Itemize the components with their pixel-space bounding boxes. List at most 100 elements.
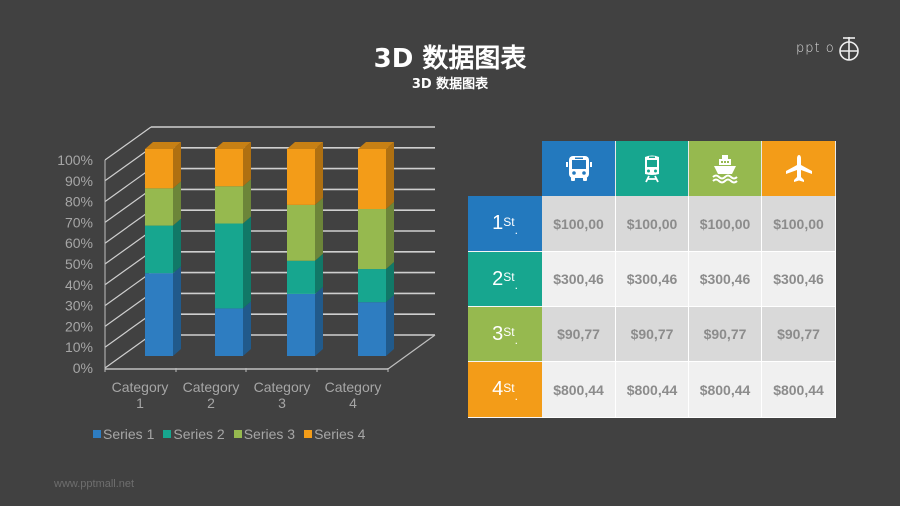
- table-cell: $100,00: [762, 196, 836, 252]
- rank-suffix: St: [503, 214, 515, 229]
- bar-segment: [358, 149, 386, 210]
- rank-dot: .: [514, 223, 518, 237]
- legend-label: Series 2: [173, 426, 225, 442]
- bar-stack: [145, 142, 181, 356]
- legend-label: Series 1: [103, 426, 155, 442]
- gridline-side: [104, 292, 152, 327]
- rank-number: 3: [492, 322, 504, 345]
- bar-segment: [287, 149, 315, 205]
- legend-item: Series 1: [93, 426, 154, 442]
- bar-segment: [358, 302, 386, 356]
- table-cell: $90,77: [762, 307, 836, 362]
- table-cell: $90,77: [542, 307, 616, 362]
- rank-number: 4: [492, 378, 504, 400]
- legend-swatch: [93, 430, 101, 438]
- table-cell: $800,44: [689, 362, 762, 418]
- table-cell: $90,77: [616, 307, 689, 362]
- y-tick-label: 30%: [65, 298, 93, 314]
- gridline-side: [104, 272, 152, 307]
- table-cell: $300,46: [616, 252, 689, 307]
- bar-segment: [215, 149, 243, 187]
- row-rank-label: 4 St.: [468, 362, 542, 418]
- legend-swatch: [163, 430, 172, 438]
- rank-suffix: St: [503, 325, 515, 339]
- y-tick-label: 90%: [65, 173, 93, 189]
- row-rank-label: 1 St.: [468, 196, 542, 252]
- row-rank-label: 3 St.: [468, 307, 542, 362]
- bar-segment: [287, 204, 315, 261]
- gridline-side: [104, 168, 152, 203]
- gridline-side: [104, 126, 152, 161]
- legend-item: Series 4: [304, 426, 365, 442]
- bar-segment: [145, 188, 173, 226]
- chart-bars: [145, 142, 394, 356]
- table-cell: $100,00: [689, 196, 762, 252]
- bar-segment: [145, 273, 173, 356]
- bar-segment: [215, 186, 243, 224]
- table-cell: $100,00: [616, 196, 689, 252]
- x-tick-label: 2: [207, 395, 215, 411]
- legend-item: Series 3: [233, 426, 296, 442]
- bar-stack: [215, 142, 251, 356]
- table-cell: $300,46: [762, 252, 836, 307]
- y-tick-label: 70%: [65, 214, 93, 230]
- x-tick-label: Category: [183, 379, 240, 395]
- y-tick-label: 100%: [57, 152, 93, 168]
- x-tick-label: 4: [349, 395, 357, 411]
- column-header-ship: [689, 141, 762, 196]
- footer-url: www.pptmall.net: [54, 478, 135, 490]
- gridline-side: [104, 188, 152, 223]
- table-cell: $800,44: [542, 362, 616, 418]
- gridline-side: [104, 230, 152, 265]
- gridline-side: [104, 334, 152, 369]
- chart-legend: Series 1 Series 2 Series 3 Series 4: [93, 426, 365, 442]
- x-tick-label: Category: [325, 379, 382, 395]
- legend-swatch: [304, 430, 313, 438]
- gridline-side: [104, 251, 152, 286]
- bar-segment: [215, 308, 243, 356]
- bar-segment: [145, 149, 173, 189]
- legend-label: Series 4: [314, 426, 366, 442]
- rank-number: 1: [492, 212, 504, 234]
- table-cell: $300,46: [542, 252, 616, 307]
- y-tick-label: 20%: [65, 318, 93, 334]
- y-tick-label: 60%: [65, 235, 93, 251]
- bar-segment: [287, 293, 315, 356]
- y-axis-labels: 0% 10% 20% 30% 40% 50% 60% 70% 80% 90% 100%: [57, 152, 93, 376]
- page-subtitle: 3D 数据图表: [411, 77, 489, 92]
- y-tick-label: 80%: [65, 194, 93, 210]
- bar-segment: [358, 209, 386, 270]
- table-cell: $800,44: [762, 362, 836, 418]
- x-tick-label: Category: [112, 379, 169, 395]
- legend-swatch: [233, 430, 242, 438]
- bar-stack: [287, 142, 323, 356]
- gridline-side: [104, 313, 152, 348]
- y-tick-label: 0%: [73, 360, 93, 376]
- logo: ppt o: [796, 33, 876, 63]
- rank-suffix: St: [503, 380, 515, 395]
- gridline-side: [104, 209, 152, 244]
- x-tick-label: 3: [278, 395, 286, 411]
- legend-label: Series 3: [243, 426, 296, 442]
- page-title: 3D 数据图表: [373, 44, 527, 74]
- table-cell: $100,00: [542, 196, 616, 252]
- column-header-bus: [542, 141, 616, 196]
- y-tick-label: 40%: [65, 277, 93, 293]
- rank-suffix: St: [503, 270, 515, 284]
- bar-segment: [145, 225, 173, 274]
- y-tick-label: 50%: [65, 256, 93, 272]
- column-header-train: [616, 141, 689, 196]
- bus-icon: [565, 155, 592, 181]
- x-tick-label: 1: [136, 395, 144, 411]
- stacked-3d-bar-chart: 0% 10% 20% 30% 40% 50% 60% 70% 80% 90% 100% Catego…: [57, 126, 436, 411]
- bar-segment: [215, 223, 243, 309]
- train-icon: [645, 155, 659, 182]
- x-tick-label: Category: [254, 379, 311, 395]
- logo-mark-icon: [838, 37, 859, 61]
- bar-segment: [287, 260, 315, 294]
- bar-segment: [358, 269, 386, 303]
- rank-number: 2: [492, 267, 504, 290]
- row-rank-label: 2 St.: [468, 252, 542, 307]
- column-header-plane: [762, 141, 836, 196]
